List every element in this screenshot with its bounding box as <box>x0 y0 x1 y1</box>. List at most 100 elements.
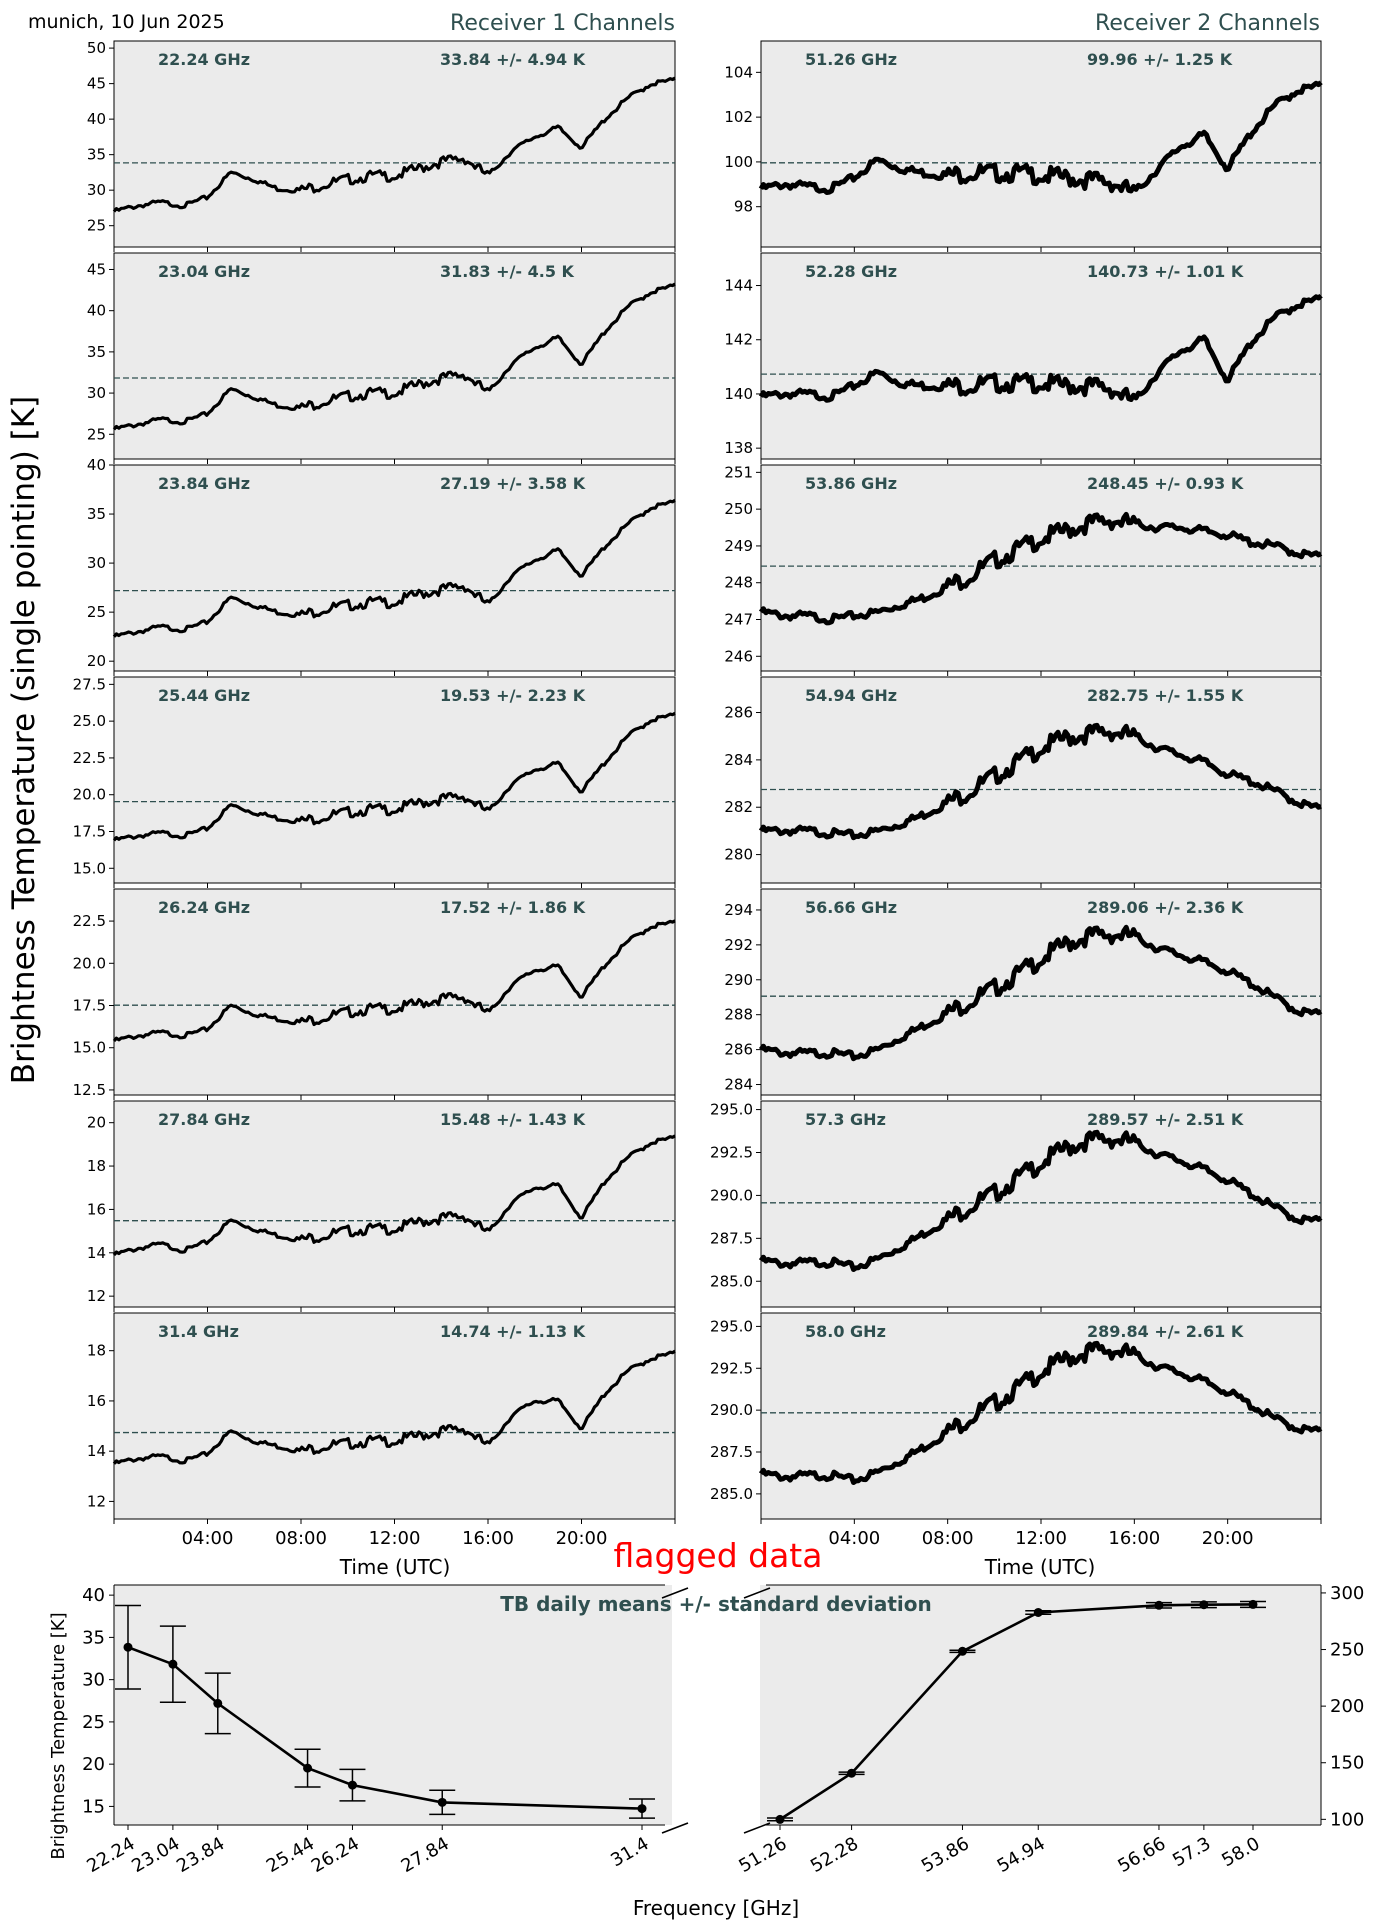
summary-y-tick-label: 250 <box>1330 1640 1364 1661</box>
y-tick-label: 35 <box>87 505 106 523</box>
y-tick-label: 290 <box>724 971 753 989</box>
series-line <box>758 1129 1323 1272</box>
channel-panel-22-24-ghz: 25 30 35 40 45 50 22.24 GHz 33.84 +/- 4.94 K <box>87 39 676 252</box>
summary-x-tick-label: 51.26 <box>735 1833 790 1877</box>
y-tick-label: 284 <box>724 1076 753 1094</box>
series-line <box>758 924 1323 1062</box>
channel-panel-25-44-ghz: 15.0 17.5 20.0 22.5 25.0 27.5 25.44 GHz 19.53 +… <box>73 675 676 888</box>
summary-y-tick-label: 30 <box>82 1670 105 1691</box>
summary-x-tick-label: 25.44 <box>263 1833 318 1877</box>
panel-frame <box>113 464 676 672</box>
channel-panel-54-94-ghz: 280 282 284 286 54.94 GHz 282.75 +/- 1.55 K <box>724 676 1323 888</box>
y-tick-label: 285.0 <box>710 1485 753 1503</box>
mean-marker <box>168 1659 178 1669</box>
channel-stat: 31.83 +/- 4.5 K <box>440 262 575 281</box>
y-tick-label: 16 <box>87 1392 106 1410</box>
y-tick-label: 292.5 <box>710 1359 753 1377</box>
channel-stat: 15.48 +/- 1.43 K <box>440 1110 586 1129</box>
y-tick-label: 40 <box>87 456 106 474</box>
y-tick-label: 25 <box>87 603 106 621</box>
y-tick-label: 98 <box>734 198 753 216</box>
mean-marker <box>1199 1600 1209 1610</box>
series-line <box>112 711 676 842</box>
y-tick-label: 30 <box>87 384 106 402</box>
x-tick-label: 20:00 <box>556 1528 608 1549</box>
channel-label: 26.24 GHz <box>158 898 250 917</box>
channel-label: 23.04 GHz <box>158 262 250 281</box>
y-tick-label: 30 <box>87 181 106 199</box>
series-line <box>112 282 676 431</box>
series-line <box>758 511 1323 626</box>
receiver2-title: Receiver 2 Channels <box>1095 11 1320 36</box>
mean-marker <box>347 1780 357 1790</box>
y-tick-label: 292 <box>724 936 753 954</box>
series-line <box>758 1340 1323 1485</box>
y-tick-label: 104 <box>724 63 753 81</box>
y-tick-label: 17.5 <box>73 997 106 1015</box>
panel-frame <box>760 676 1322 884</box>
channel-label: 56.66 GHz <box>805 898 897 917</box>
summary-y-tick-label: 40 <box>82 1585 105 1606</box>
y-tick-label: 282 <box>724 798 753 816</box>
y-tick-label: 290.0 <box>710 1401 753 1419</box>
summary-x-tick-label: 57.3 <box>1169 1833 1214 1871</box>
y-tick-label: 144 <box>724 277 753 295</box>
summary-y-axis-label: Brightness Temperature [K] <box>48 1612 69 1859</box>
y-tick-label: 294 <box>724 901 753 919</box>
y-tick-label: 284 <box>724 751 753 769</box>
y-tick-label: 290.0 <box>710 1186 753 1204</box>
mean-marker <box>957 1646 967 1656</box>
y-tick-label: 246 <box>724 647 753 665</box>
summary-x-tick-label: 23.04 <box>128 1833 183 1877</box>
y-tick-label: 248 <box>724 574 753 592</box>
main-y-axis-label: Brightness Temperature (single pointing)… <box>6 396 42 1084</box>
y-tick-label: 142 <box>724 331 753 349</box>
mean-marker <box>303 1763 313 1773</box>
y-tick-label: 30 <box>87 554 106 572</box>
y-tick-label: 247 <box>724 611 753 629</box>
y-tick-label: 40 <box>87 302 106 320</box>
mean-marker <box>637 1804 647 1814</box>
y-tick-label: 18 <box>87 1342 106 1360</box>
y-tick-label: 285.0 <box>710 1272 753 1290</box>
y-tick-label: 286 <box>724 704 753 722</box>
summary-y-tick-label: 300 <box>1330 1583 1364 1604</box>
x-tick-label: 08:00 <box>922 1528 974 1549</box>
channel-panel-27-84-ghz: 12 14 16 18 20 27.84 GHz 15.48 +/- 1.43 K <box>87 1100 676 1312</box>
channel-panel-26-24-ghz: 12.5 15.0 17.5 20.0 22.5 26.24 GHz 17.52 +/- 1… <box>73 888 676 1100</box>
channel-label: 54.94 GHz <box>805 686 897 705</box>
x-tick-label: 20:00 <box>1202 1528 1254 1549</box>
channel-panel-57-3-ghz: 285.0 287.5 290.0 292.5 295.0 57.3 GHz 289.57 … <box>710 1100 1323 1312</box>
mean-marker <box>1033 1607 1043 1617</box>
x-tick-label: 12:00 <box>369 1528 421 1549</box>
summary-title: TB daily means +/- standard deviation <box>500 1592 932 1616</box>
channel-panel-23-84-ghz: 20 25 30 35 40 23.84 GHz 27.19 +/- 3.58 K <box>87 456 676 676</box>
y-tick-label: 20 <box>87 1114 106 1132</box>
mean-marker <box>437 1797 447 1807</box>
flagged-data-label: flagged data <box>614 1536 823 1575</box>
summary-x-tick-label: 58.0 <box>1218 1833 1263 1871</box>
summary-y-tick-label: 200 <box>1330 1696 1364 1717</box>
summary-y-tick-label: 100 <box>1330 1809 1364 1830</box>
y-tick-label: 12 <box>87 1287 106 1305</box>
y-tick-label: 16 <box>87 1200 106 1218</box>
series-line <box>758 722 1323 841</box>
y-tick-label: 140 <box>724 385 753 403</box>
summary-x-tick-label: 52.28 <box>807 1833 862 1877</box>
channel-stat: 289.06 +/- 2.36 K <box>1087 898 1244 917</box>
axis-break-mark <box>661 1587 689 1599</box>
y-tick-label: 287.5 <box>710 1229 753 1247</box>
channel-label: 57.3 GHz <box>805 1110 886 1129</box>
summary-x-axis-label: Frequency [GHz] <box>633 1896 799 1920</box>
channel-panel-52-28-ghz: 138 140 142 144 52.28 GHz 140.73 +/- 1.01 K <box>724 252 1323 464</box>
panel-frame <box>113 888 676 1096</box>
channel-panels: 25 30 35 40 45 50 22.24 GHz 33.84 +/- 4.94 K 25 3… <box>73 39 1323 1549</box>
y-tick-label: 102 <box>724 108 753 126</box>
series-line <box>112 1349 676 1465</box>
channel-stat: 99.96 +/- 1.25 K <box>1087 50 1233 69</box>
panel-frame <box>760 1100 1322 1308</box>
x-axis-label-right: Time (UTC) <box>984 1555 1096 1579</box>
y-tick-label: 15.0 <box>73 859 106 877</box>
channel-label: 51.26 GHz <box>805 50 897 69</box>
